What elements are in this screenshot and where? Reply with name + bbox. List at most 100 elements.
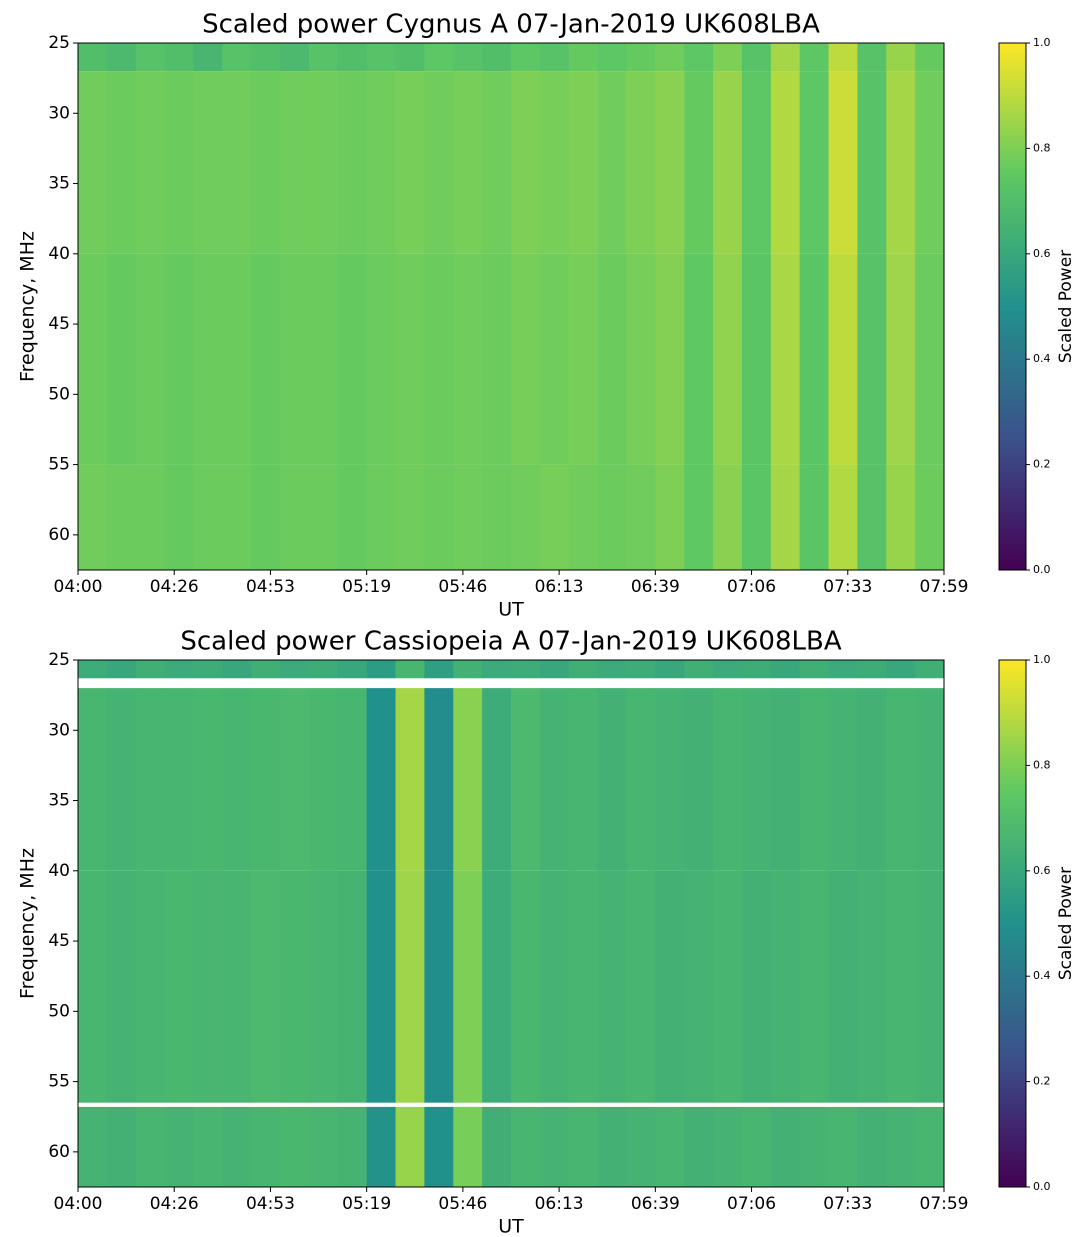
heatmap-cell	[308, 253, 339, 465]
colorbar-label: Scaled Power	[1056, 867, 1076, 980]
heatmap-cell	[568, 870, 599, 1103]
heatmap-cell	[222, 688, 252, 871]
heatmap-cell	[626, 71, 656, 254]
heatmap-cell	[482, 253, 512, 465]
heatmap-cell	[915, 688, 945, 871]
heatmap-cell	[193, 870, 223, 1103]
heatmap-cell	[366, 464, 397, 570]
heatmap-cell	[597, 1106, 627, 1187]
heatmap-cell	[713, 688, 743, 871]
colorbar-tick-label: 0.6	[1033, 864, 1051, 877]
heatmap-cell	[770, 870, 801, 1103]
heatmap-cell	[193, 464, 223, 570]
heatmap-cell	[655, 71, 685, 254]
colorbar-tick-label: 0.6	[1033, 247, 1051, 260]
y-tick-label: 40	[48, 244, 70, 264]
heatmap-cell	[366, 660, 397, 679]
heatmap-cell	[511, 43, 541, 72]
heatmap-cell	[741, 1106, 772, 1187]
heatmap-cell	[280, 43, 310, 72]
heatmap-cell	[511, 71, 541, 254]
heatmap-cell	[193, 253, 223, 465]
heatmap	[78, 43, 945, 570]
heatmap-cell	[78, 43, 108, 72]
heatmap-cell	[251, 71, 281, 254]
heatmap-cell	[511, 660, 541, 679]
heatmap-cell	[857, 71, 887, 254]
heatmap-cell	[741, 660, 772, 679]
heatmap-cell	[684, 870, 714, 1103]
heatmap-cell	[713, 870, 743, 1103]
heatmap-cell	[280, 1106, 310, 1187]
heatmap-cell	[395, 688, 425, 871]
heatmap-cell	[568, 71, 599, 254]
heatmap-cell	[78, 253, 108, 465]
heatmap-cell	[453, 71, 483, 254]
heatmap-cell	[453, 1106, 483, 1187]
heatmap-cell	[799, 870, 830, 1103]
heatmap-cell	[915, 1106, 945, 1187]
heatmap-cell	[424, 464, 454, 570]
x-tick-label: 07:33	[823, 577, 872, 597]
heatmap-cell	[395, 43, 425, 72]
heatmap-cell	[482, 1106, 512, 1187]
heatmap-cell	[135, 870, 166, 1103]
heatmap-cell	[655, 660, 685, 679]
y-tick-label: 45	[48, 931, 70, 951]
heatmap-cell	[337, 688, 368, 871]
heatmap-cell	[886, 660, 916, 679]
x-tick-label: 07:59	[920, 1194, 969, 1214]
heatmap-cell	[106, 253, 137, 465]
heatmap-cell	[251, 43, 281, 72]
heatmap-cell	[915, 870, 945, 1103]
heatmap-cell	[395, 660, 425, 679]
heatmap-cell	[164, 660, 194, 679]
heatmap-cell	[135, 71, 166, 254]
heatmap-cell	[222, 71, 252, 254]
heatmap-cell	[78, 660, 108, 679]
colorbar-tick-label: 0.2	[1033, 458, 1051, 471]
colorbar	[998, 659, 1027, 1188]
heatmap-cell	[482, 43, 512, 72]
heatmap-cell	[395, 870, 425, 1103]
heatmap-cell	[424, 870, 454, 1103]
heatmap-cell	[741, 688, 772, 871]
heatmap-cell	[741, 43, 772, 72]
heatmap-cell	[453, 464, 483, 570]
colorbar-tick-label: 1.0	[1033, 653, 1051, 666]
heatmap-cell	[770, 660, 801, 679]
y-tick-label: 60	[48, 525, 70, 545]
heatmap-cell	[193, 1106, 223, 1187]
heatmap-cell	[626, 1106, 656, 1187]
heatmap-cell	[828, 253, 858, 465]
heatmap	[78, 660, 945, 1187]
heatmap-cell	[193, 688, 223, 871]
colorbar-label: Scaled Power	[1056, 250, 1076, 363]
heatmap-cell	[135, 253, 166, 465]
heatmap-cell	[308, 870, 339, 1103]
heatmap-cell	[193, 71, 223, 254]
heatmap-cell	[597, 660, 627, 679]
heatmap-cell	[135, 43, 166, 72]
heatmap-cell	[915, 71, 945, 254]
heatmap-cell	[482, 464, 512, 570]
colorbar-tick-label: 0.2	[1033, 1075, 1051, 1088]
heatmap-cell	[308, 1106, 339, 1187]
heatmap-cell	[655, 253, 685, 465]
y-tick-label: 25	[48, 650, 70, 670]
colorbar-tick-label: 0.0	[1033, 563, 1051, 576]
heatmap-cell	[337, 464, 368, 570]
heatmap-cell	[684, 43, 714, 72]
heatmap-cell	[251, 1106, 281, 1187]
x-axis-label: UT	[498, 1216, 524, 1237]
heatmap-cell	[713, 71, 743, 254]
heatmap-cell	[713, 660, 743, 679]
heatmap-cell	[482, 71, 512, 254]
heatmap-cell	[741, 253, 772, 465]
x-tick-label: 04:53	[246, 577, 295, 597]
heatmap-cell	[78, 1106, 108, 1187]
heatmap-cell	[626, 43, 656, 72]
y-tick-label: 40	[48, 861, 70, 881]
heatmap-cell	[135, 660, 166, 679]
heatmap-cell	[799, 253, 830, 465]
